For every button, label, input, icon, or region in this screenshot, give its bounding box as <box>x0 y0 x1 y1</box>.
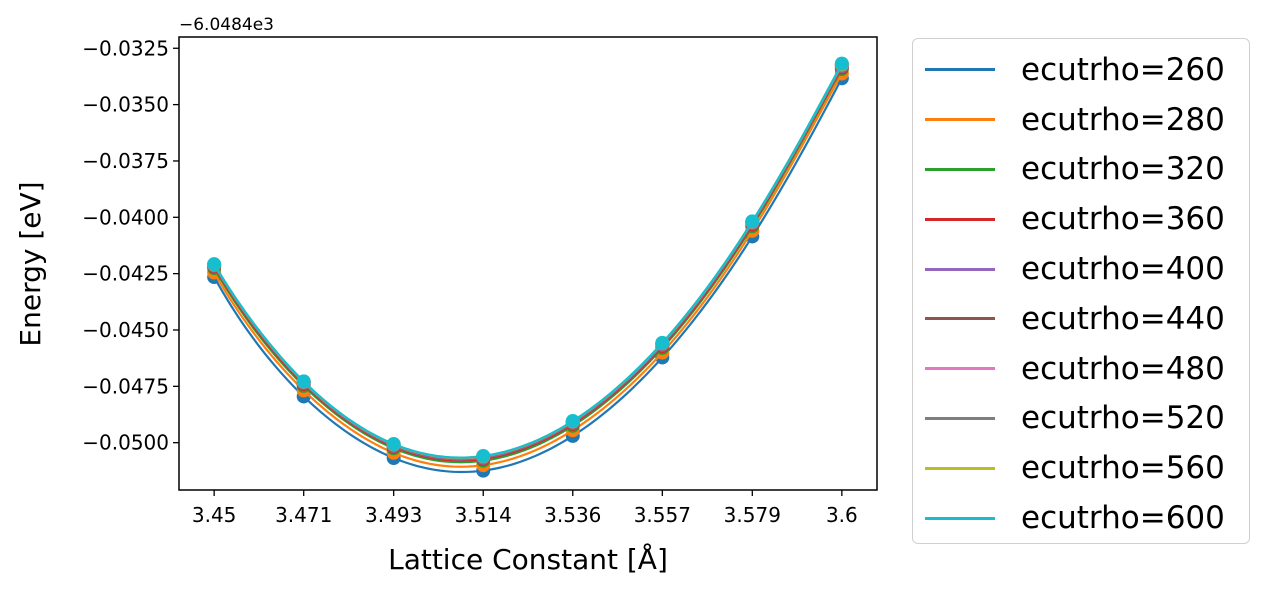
legend-label: ecutrho=560 <box>1021 450 1225 487</box>
legend-entry: ecutrho=280 <box>925 95 1249 145</box>
legend-swatch <box>925 416 995 420</box>
data-point <box>476 448 491 463</box>
y-tick-label: −0.0475 <box>82 374 169 398</box>
y-tick-label: −0.0400 <box>82 205 169 229</box>
legend-swatch <box>925 516 995 520</box>
legend-swatch <box>925 167 995 171</box>
series-line <box>213 77 843 474</box>
series-ecutrho=320 <box>207 62 849 468</box>
legend-entry: ecutrho=260 <box>925 45 1249 95</box>
legend-entry: ecutrho=320 <box>925 145 1249 195</box>
data-point <box>834 56 849 71</box>
y-tick-label: −0.0325 <box>82 36 169 60</box>
x-tick-label: 3.557 <box>634 503 691 527</box>
series-ecutrho=280 <box>207 66 849 473</box>
x-axis-label: Lattice Constant [Å] <box>388 542 668 576</box>
legend-entry: ecutrho=400 <box>925 244 1249 294</box>
legend-swatch <box>925 367 995 371</box>
legend-entry: ecutrho=480 <box>925 344 1249 394</box>
x-tick-label: 3.45 <box>192 503 237 527</box>
x-tick-label: 3.514 <box>455 503 512 527</box>
legend-label: ecutrho=320 <box>1021 151 1225 188</box>
legend-entry: ecutrho=520 <box>925 394 1249 444</box>
legend-swatch <box>925 217 995 221</box>
legend-label: ecutrho=360 <box>1021 201 1225 238</box>
y-tick-label: −0.0375 <box>82 149 169 173</box>
y-axis-label: Energy [eV] <box>14 181 47 346</box>
legend-swatch <box>925 466 995 470</box>
x-tick-label: 3.579 <box>724 503 781 527</box>
legend-entry: ecutrho=600 <box>925 493 1249 543</box>
y-tick-label: −0.0500 <box>82 431 169 455</box>
plot-area <box>207 56 849 478</box>
y-tick-label: −0.0425 <box>82 262 169 286</box>
legend-label: ecutrho=600 <box>1021 500 1225 537</box>
legend-swatch <box>925 267 995 271</box>
y-tick-label: −0.0450 <box>82 318 169 342</box>
x-tick-label: 3.536 <box>544 503 601 527</box>
legend-label: ecutrho=260 <box>1021 51 1225 88</box>
data-point <box>565 414 580 429</box>
x-axis: 3.45 3.471 3.493 3.514 3.536 3.557 3.579 3.6 <box>192 490 858 527</box>
legend-swatch <box>925 118 995 122</box>
series-ecutrho=360 <box>207 60 849 466</box>
series-ecutrho=600 <box>207 56 849 463</box>
legend: ecutrho=260 ecutrho=280 ecutrho=320 ecutrho… <box>912 38 1250 544</box>
legend-swatch <box>925 317 995 321</box>
series-line <box>213 68 843 464</box>
legend-entry: ecutrho=560 <box>925 443 1249 493</box>
y-axis: −0.0325 −0.0350 −0.0375 −0.0400 −0.0425 −0.04… <box>82 36 179 455</box>
legend-label: ecutrho=480 <box>1021 350 1225 387</box>
series-line <box>213 63 843 459</box>
data-point <box>655 335 670 350</box>
x-tick-label: 3.493 <box>365 503 422 527</box>
y-offset-label: −6.0484e3 <box>179 15 274 35</box>
x-tick-label: 3.6 <box>826 503 858 527</box>
legend-label: ecutrho=280 <box>1021 101 1225 138</box>
data-point <box>207 257 222 272</box>
plot-frame <box>178 36 878 491</box>
legend-label: ecutrho=520 <box>1021 400 1225 437</box>
series-ecutrho=400 <box>207 59 849 465</box>
legend-label: ecutrho=440 <box>1021 300 1225 337</box>
legend-entry: ecutrho=440 <box>925 294 1249 344</box>
x-tick-label: 3.471 <box>275 503 332 527</box>
series-line <box>213 72 843 468</box>
data-point <box>745 214 760 229</box>
y-tick-label: −0.0350 <box>82 93 169 117</box>
legend-entry: ecutrho=360 <box>925 194 1249 244</box>
legend-label: ecutrho=400 <box>1021 251 1225 288</box>
data-point <box>296 374 311 389</box>
data-point <box>386 437 401 452</box>
energy-chart: 3.45 3.471 3.493 3.514 3.536 3.557 3.579 3.6 −0… <box>14 15 878 576</box>
series-ecutrho=260 <box>207 71 849 478</box>
legend-swatch <box>925 68 995 72</box>
